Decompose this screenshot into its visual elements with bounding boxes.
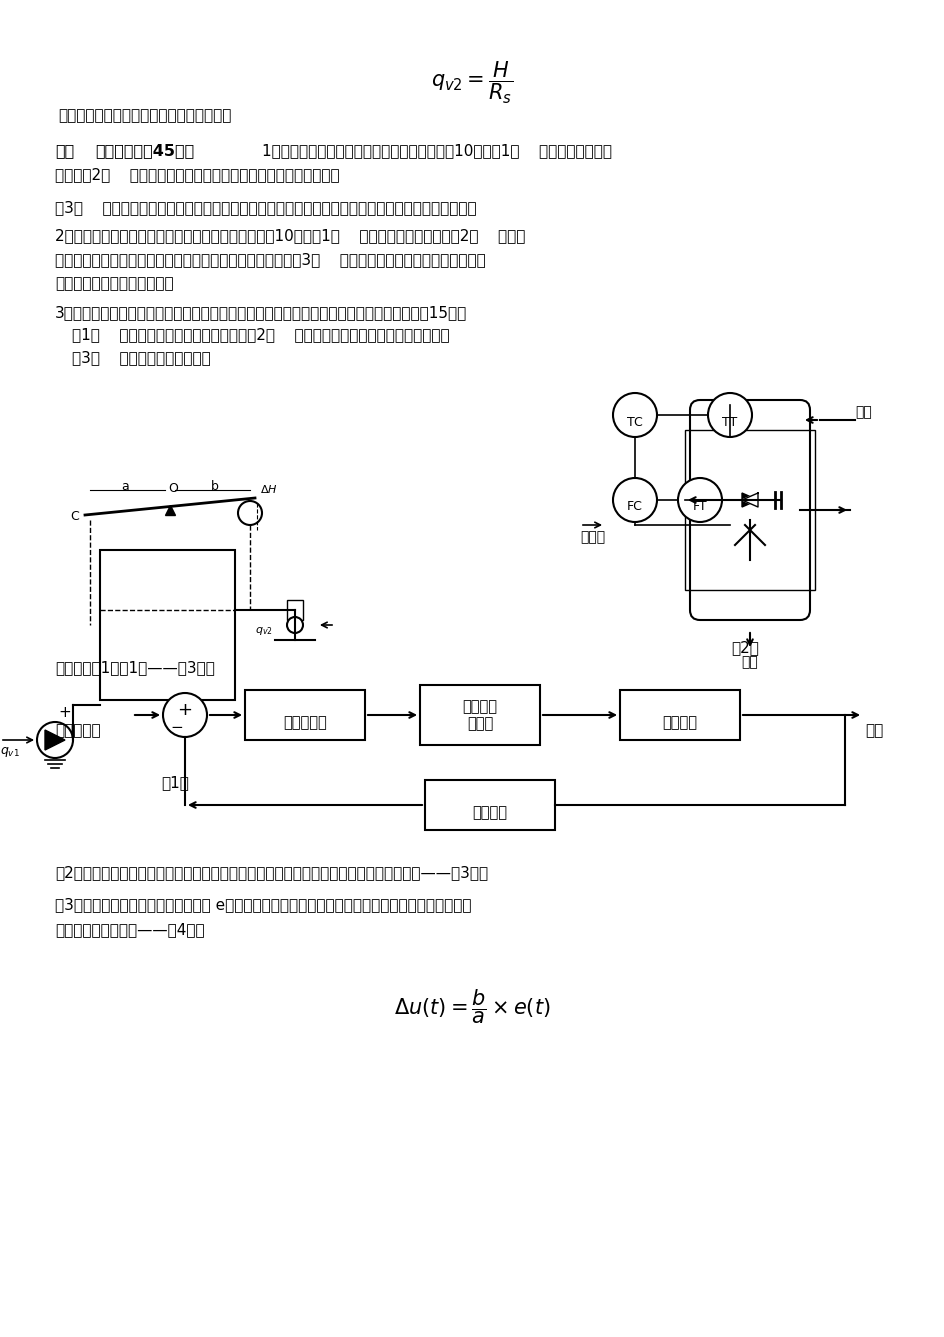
Circle shape <box>613 393 656 437</box>
Text: 系统的主、副对象，主、副变量，主、副调节器各是什么？（3）    分析系统不采用简单温度控制而采用: 系统的主、副对象，主、副变量，主、副调节器各是什么？（3） 分析系统不采用简单温… <box>55 251 485 267</box>
Text: O: O <box>168 483 177 495</box>
Text: 杠杆小簧
端位移: 杠杆小簧 端位移 <box>462 699 497 731</box>
Text: 律的数学表达式为：——（4分）: 律的数学表达式为：——（4分） <box>55 923 205 937</box>
Text: TC: TC <box>627 416 642 428</box>
Text: $q_{v1}$: $q_{v1}$ <box>0 745 20 759</box>
Text: （3）    画出控制系统方框图。: （3） 画出控制系统方框图。 <box>72 350 211 365</box>
Text: $q_{v2}=\dfrac{H}{R_s}$: $q_{v2}=\dfrac{H}{R_s}$ <box>430 60 513 106</box>
Text: （1）    影响干燥器温度的因素有哪些？（2）    合理选择系统控制变量，并说明原因。: （1） 影响干燥器温度的因素有哪些？（2） 合理选择系统控制变量，并说明原因。 <box>72 328 449 342</box>
Text: +: + <box>58 705 71 721</box>
Bar <box>287 600 303 620</box>
Text: −: − <box>171 719 183 734</box>
Circle shape <box>677 479 721 521</box>
Text: TT: TT <box>721 416 737 428</box>
Text: 四、: 四、 <box>55 143 75 158</box>
Text: 2、聚合釜温度与流量的串级控制系统，如图所示，（10分）（1）    画出控制系统方框图；（2）    说明该: 2、聚合釜温度与流量的串级控制系统，如图所示，（10分）（1） 画出控制系统方框… <box>55 229 525 243</box>
Bar <box>244 690 364 739</box>
Text: a: a <box>121 480 128 493</box>
Circle shape <box>162 693 207 737</box>
Text: $q_{v2}$: $q_{v2}$ <box>255 624 273 636</box>
Text: 液位设定值: 液位设定值 <box>55 723 100 738</box>
Text: 浮球装置: 浮球装置 <box>472 805 507 821</box>
Circle shape <box>37 722 73 758</box>
Text: （2）系统被控变量是水槽液位，控制变量是杠杆的位置移动，检测变送环节是浮球装置。——（3分）: （2）系统被控变量是水槽液位，控制变量是杠杆的位置移动，检测变送环节是浮球装置。… <box>55 865 488 880</box>
Text: 进料: 进料 <box>854 405 870 418</box>
Circle shape <box>238 501 261 525</box>
Text: 杠杆调节器: 杠杆调节器 <box>283 715 327 730</box>
Text: 分析计算题（45分）: 分析计算题（45分） <box>95 143 194 158</box>
Text: C: C <box>70 509 78 523</box>
Text: 题1图: 题1图 <box>160 775 189 790</box>
Text: 出料: 出料 <box>741 655 758 668</box>
Polygon shape <box>45 730 65 750</box>
Text: 的情况下，流出量与液位成正比关系，即：: 的情况下，流出量与液位成正比关系，即： <box>58 108 231 123</box>
Text: 四、计算题1、（1）——（3分）: 四、计算题1、（1）——（3分） <box>55 660 214 675</box>
Text: +: + <box>177 701 193 719</box>
Bar <box>684 431 814 590</box>
Text: FT: FT <box>692 500 706 513</box>
Text: 水槽对象: 水槽对象 <box>662 715 697 730</box>
Text: （3）    系统调节机构的输入、输出量各是什么，属哪种调节规律，并推导出调节规律的数学表达式。: （3） 系统调节机构的输入、输出量各是什么，属哪种调节规律，并推导出调节规律的数… <box>55 201 476 215</box>
Text: FC: FC <box>627 500 642 513</box>
Bar <box>100 550 235 701</box>
Bar <box>619 690 739 739</box>
Text: 1、如图为一简单水槽液位控制系统，要求：（10分）（1）    画出本控制系统方: 1、如图为一简单水槽液位控制系统，要求：（10分）（1） 画出本控制系统方 <box>261 143 612 158</box>
Polygon shape <box>741 493 757 507</box>
Text: $\Delta H$: $\Delta H$ <box>260 483 278 495</box>
Text: （3）系统调节机构的输入是液位偏差 e，输出量是阀门开度的变化，属于典型的比例调节器，调节规: （3）系统调节机构的输入是液位偏差 e，输出量是阀门开度的变化，属于典型的比例调… <box>55 897 471 912</box>
Circle shape <box>613 479 656 521</box>
Bar <box>419 685 539 745</box>
Polygon shape <box>741 493 757 507</box>
Text: 题2图: 题2图 <box>731 640 758 655</box>
Text: 框图。（2）    系统被控变量、控制变量和检测变送环节各是什么？: 框图。（2） 系统被控变量、控制变量和检测变送环节各是什么？ <box>55 167 339 182</box>
Text: 液位: 液位 <box>864 723 883 738</box>
Circle shape <box>287 616 303 632</box>
Circle shape <box>707 393 751 437</box>
Bar <box>425 779 554 830</box>
Text: 3、如图为一牛奶干燥过程流程图，要保证产品质量，需严格控制干燥器的温度，试分析：（15分）: 3、如图为一牛奶干燥过程流程图，要保证产品质量，需严格控制干燥器的温度，试分析：… <box>55 305 466 320</box>
Text: 冷却水: 冷却水 <box>580 529 604 544</box>
Text: 串级温度、流量控制的原因。: 串级温度、流量控制的原因。 <box>55 275 174 291</box>
Text: b: b <box>211 480 219 493</box>
Text: $\Delta u(t) = \dfrac{b}{a} \times e(t)$: $\Delta u(t) = \dfrac{b}{a} \times e(t)$ <box>394 987 549 1025</box>
